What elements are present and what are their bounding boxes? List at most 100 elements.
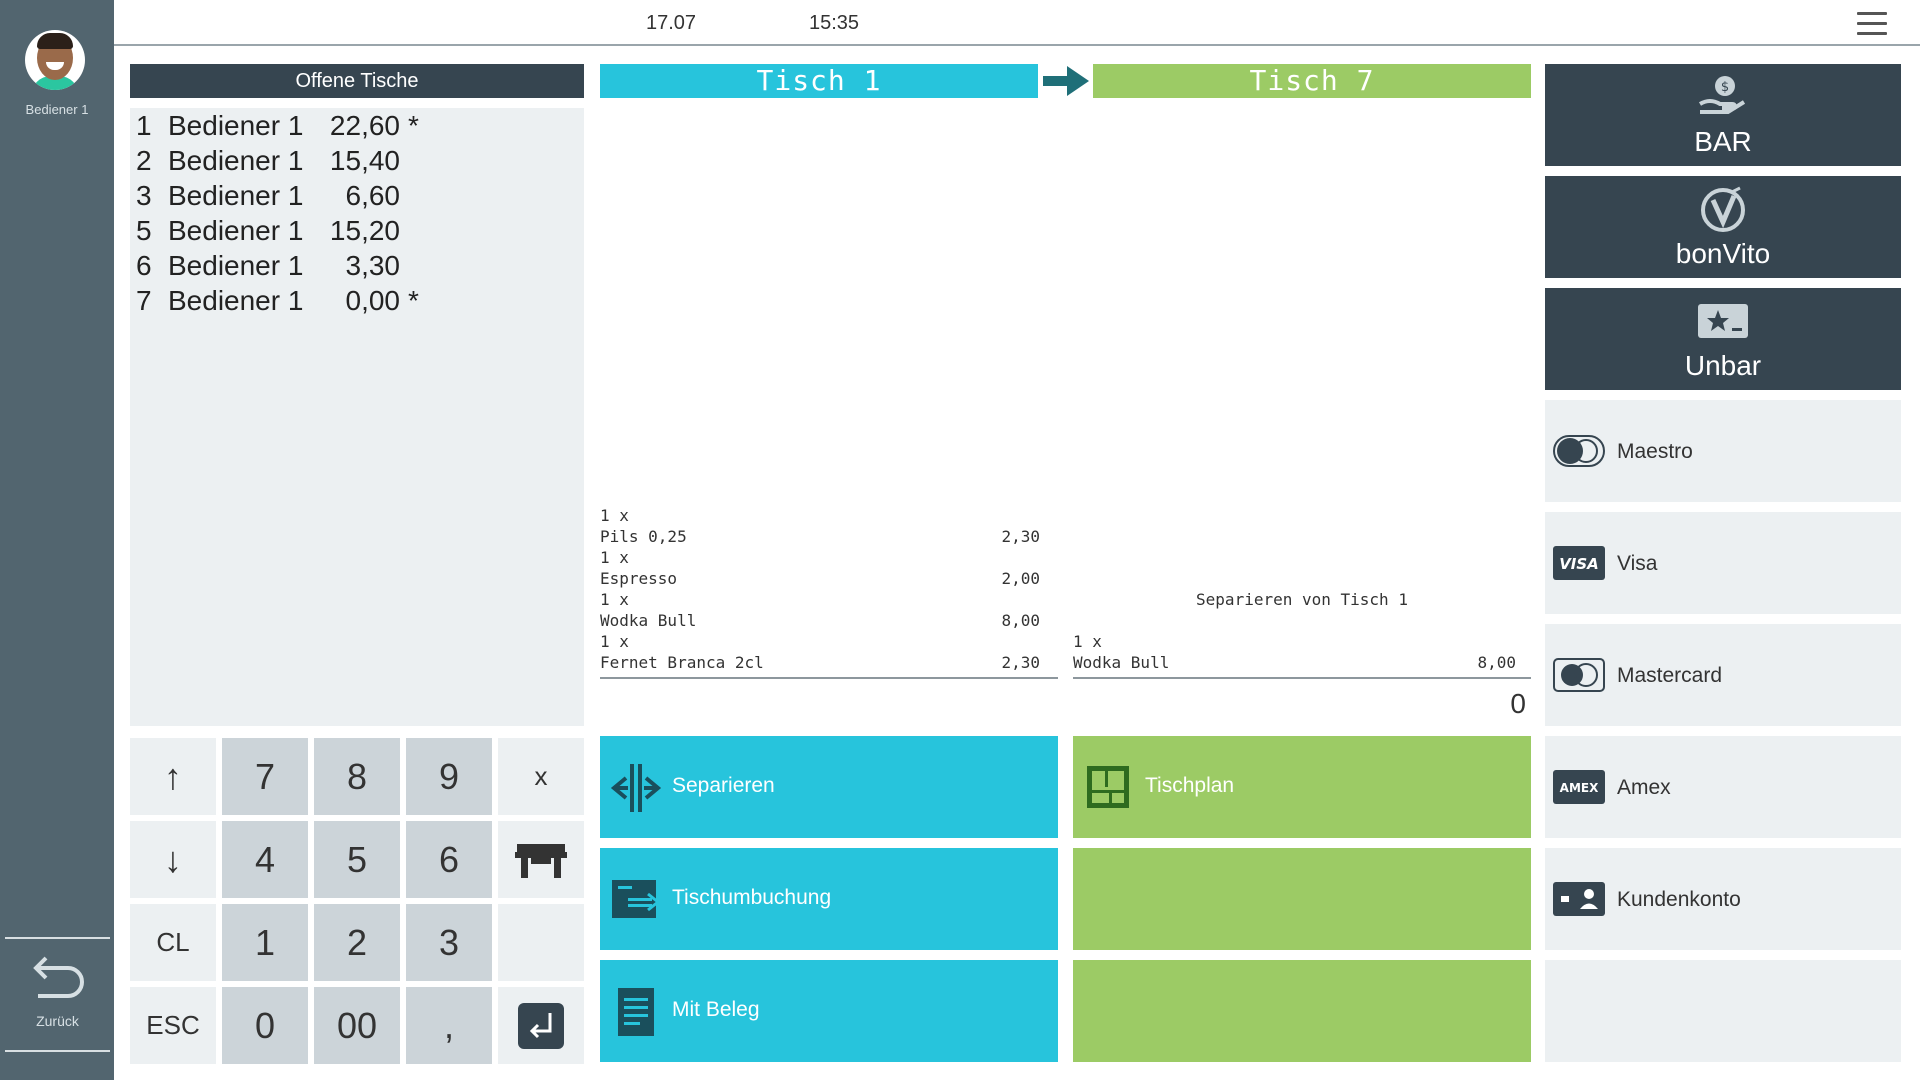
- open-tables-header: Offene Tische: [130, 64, 584, 98]
- table-number: 5: [136, 215, 152, 246]
- visa-icon: VISA: [1553, 546, 1605, 580]
- item-price: 8,00: [1001, 611, 1040, 630]
- item-price: 2,00: [1001, 569, 1040, 588]
- key-5[interactable]: 5: [314, 821, 400, 898]
- clear-key[interactable]: CL: [130, 904, 216, 981]
- comma-key[interactable]: ,: [406, 987, 492, 1064]
- separate-note: Separieren von Tisch 1: [1196, 590, 1408, 609]
- visa-payment-button[interactable]: VISA Visa: [1545, 512, 1901, 614]
- sidebar: Bediener 1 Zurück: [0, 0, 114, 1080]
- empty-action-button[interactable]: [1073, 960, 1531, 1062]
- customer-account-button[interactable]: Kundenkonto: [1545, 848, 1901, 950]
- list-item[interactable]: 1 Bediener 1 22,60 *: [130, 108, 584, 143]
- svg-text:$: $: [1721, 80, 1729, 95]
- bonvito-label: bonVito: [1675, 238, 1771, 269]
- table-flag: *: [408, 285, 419, 316]
- avatar[interactable]: [25, 30, 85, 90]
- item-name: Fernet Branca 2cl: [600, 653, 764, 672]
- empty-payment-button[interactable]: [1545, 960, 1901, 1062]
- table-plan-button[interactable]: Tischplan: [1073, 736, 1531, 838]
- key-7[interactable]: 7: [222, 738, 308, 815]
- maestro-payment-button[interactable]: Maestro: [1545, 400, 1901, 502]
- amex-logo-text: AMEX: [1560, 781, 1599, 795]
- customer-account-label: Kundenkonto: [1617, 888, 1741, 911]
- item-qty: 1 x: [600, 590, 629, 609]
- server-name: Bediener 1: [168, 285, 304, 316]
- table-amount: 15,20: [329, 215, 400, 246]
- key-4[interactable]: 4: [222, 821, 308, 898]
- target-table-header: Tisch 7: [1093, 64, 1531, 98]
- list-item[interactable]: 5 Bediener 1 15,20: [130, 213, 584, 248]
- amex-payment-button[interactable]: AMEX Amex: [1545, 736, 1901, 838]
- item-name: Wodka Bull: [1073, 653, 1170, 672]
- source-table-header: Tisch 1: [600, 64, 1038, 98]
- table-amount: 3,30: [345, 250, 401, 281]
- server-name: Bediener 1: [168, 110, 304, 141]
- key-6[interactable]: 6: [406, 821, 492, 898]
- cash-payment-button[interactable]: $ BAR: [1545, 64, 1901, 166]
- key-9[interactable]: 9: [406, 738, 492, 815]
- item-price: 2,30: [1001, 653, 1040, 672]
- key-3[interactable]: 3: [406, 904, 492, 981]
- item-qty: 1 x: [600, 506, 629, 525]
- key-2[interactable]: 2: [314, 904, 400, 981]
- item-qty: 1 x: [1073, 632, 1102, 651]
- back-button[interactable]: Zurück: [5, 945, 110, 1045]
- multiply-key[interactable]: x: [498, 738, 584, 815]
- table-number: 7: [136, 285, 152, 316]
- avatar-shirt: [31, 76, 79, 90]
- visa-label: Visa: [1617, 552, 1658, 575]
- arrow-up-key[interactable]: ↑: [130, 738, 216, 815]
- empty-action-button[interactable]: [1073, 848, 1531, 950]
- back-label: Zurück: [36, 1013, 79, 1029]
- separate-button[interactable]: Separieren: [600, 736, 1058, 838]
- hamburger-menu-icon[interactable]: [1857, 10, 1889, 36]
- card-star-icon: [1698, 304, 1748, 338]
- divider: [1073, 677, 1531, 679]
- maestro-label: Maestro: [1617, 440, 1693, 463]
- arrow-down-key[interactable]: ↓: [130, 821, 216, 898]
- key-1[interactable]: 1: [222, 904, 308, 981]
- table-key[interactable]: [498, 821, 584, 898]
- customer-card-icon: [1553, 882, 1605, 916]
- table-amount: 15,40: [329, 145, 400, 176]
- table-number: 2: [136, 145, 152, 176]
- top-bar: 17.07 15:35: [114, 0, 1920, 46]
- item-name: Wodka Bull: [600, 611, 697, 630]
- item-price: 8,00: [1477, 653, 1516, 672]
- empty-key[interactable]: [498, 904, 584, 981]
- mastercard-label: Mastercard: [1617, 664, 1723, 687]
- list-item[interactable]: 6 Bediener 1 3,30: [130, 248, 584, 283]
- table-plan-label: Tischplan: [1145, 774, 1235, 797]
- key-0[interactable]: 0: [222, 987, 308, 1064]
- server-name: Bediener 1: [168, 215, 304, 246]
- enter-key[interactable]: [498, 987, 584, 1064]
- rebook-table-label: Tischumbuchung: [672, 886, 832, 909]
- key-00[interactable]: 00: [314, 987, 400, 1064]
- list-item[interactable]: 7 Bediener 1 0,00 *: [130, 283, 584, 318]
- divider: [5, 1050, 110, 1052]
- transfer-icon: [612, 880, 661, 918]
- table-amount: 6,60: [345, 180, 401, 211]
- item-name: Espresso: [600, 569, 678, 588]
- rebook-table-button[interactable]: Tischumbuchung: [600, 848, 1058, 950]
- bonvito-payment-button[interactable]: bonVito: [1545, 176, 1901, 278]
- table-number: 3: [136, 180, 152, 211]
- key-8[interactable]: 8: [314, 738, 400, 815]
- escape-key[interactable]: ESC: [130, 987, 216, 1064]
- mastercard-icon: [1553, 658, 1605, 692]
- with-receipt-button[interactable]: Mit Beleg: [600, 960, 1058, 1062]
- table-amount: 0,00: [345, 285, 401, 316]
- cash-label: BAR: [1694, 126, 1752, 157]
- noncash-payment-button[interactable]: Unbar: [1545, 288, 1901, 390]
- cash-hand-icon: $: [1698, 76, 1746, 114]
- list-item[interactable]: 3 Bediener 1 6,60: [130, 178, 584, 213]
- separate-label: Separieren: [672, 774, 775, 797]
- table-flag: *: [408, 110, 419, 141]
- list-item[interactable]: 2 Bediener 1 15,40: [130, 143, 584, 178]
- time: 15:35: [809, 12, 860, 34]
- item-qty: 1 x: [600, 632, 629, 651]
- table-number: 6: [136, 250, 152, 281]
- mastercard-payment-button[interactable]: Mastercard: [1545, 624, 1901, 726]
